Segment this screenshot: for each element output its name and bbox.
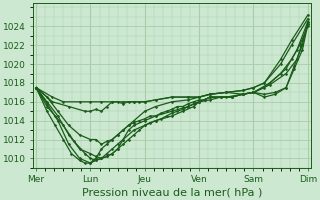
X-axis label: Pression niveau de la mer( hPa ): Pression niveau de la mer( hPa ) [82, 187, 262, 197]
